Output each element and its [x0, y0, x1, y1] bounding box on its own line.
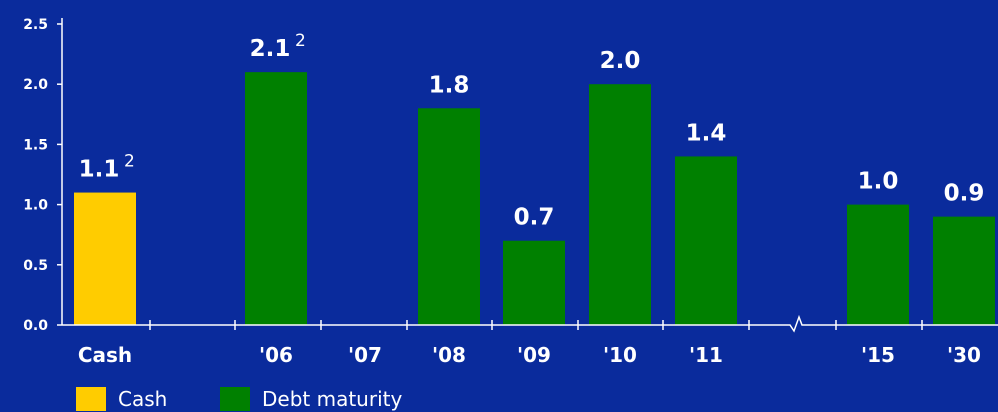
x-tick-label: '09 — [517, 343, 551, 367]
x-tick-label: '10 — [603, 343, 637, 367]
x-tick-label: '30 — [947, 343, 981, 367]
bar — [589, 84, 651, 325]
x-tick-label: '15 — [861, 343, 895, 367]
data-label: 1.4 — [686, 120, 727, 146]
bar — [847, 204, 909, 325]
data-label: 1.1 — [79, 157, 120, 183]
data-label: 2.1 — [250, 36, 291, 62]
bar — [503, 240, 565, 325]
data-label: 0.7 — [514, 205, 555, 231]
y-tick-label: 2.5 — [23, 17, 48, 33]
y-tick-label: 0.5 — [23, 258, 48, 274]
data-label: 2.0 — [600, 48, 641, 74]
y-tick-label: 2.0 — [23, 77, 48, 93]
y-tick-label: 0.0 — [23, 318, 48, 334]
x-tick-label: '11 — [689, 343, 723, 367]
data-label: 0.9 — [944, 181, 985, 207]
x-tick-label: '06 — [259, 343, 293, 367]
data-label: 1.0 — [858, 169, 899, 195]
legend-item-cash: Cash — [76, 386, 167, 412]
bar — [74, 192, 136, 325]
legend-item-debt-maturity: Debt maturity — [220, 386, 402, 412]
bar — [245, 72, 307, 325]
legend-swatch-debt-maturity — [220, 387, 250, 411]
legend-label-debt-maturity: Debt maturity — [262, 387, 403, 411]
y-tick-label: 1.0 — [23, 198, 48, 214]
axis-break-marker — [784, 314, 810, 333]
data-label-footnote: 2 — [295, 31, 306, 51]
legend-label-cash: Cash — [118, 387, 168, 411]
bar — [933, 216, 995, 325]
x-tick-label: '07 — [348, 343, 382, 367]
x-tick-label: '08 — [432, 343, 466, 367]
y-tick-label: 1.5 — [23, 137, 48, 153]
bar — [418, 108, 480, 325]
data-label-footnote: 2 — [124, 152, 135, 172]
x-tick-label: Cash — [78, 343, 132, 367]
bar — [675, 156, 737, 325]
legend-swatch-cash — [76, 387, 106, 411]
data-label: 1.8 — [429, 72, 470, 98]
